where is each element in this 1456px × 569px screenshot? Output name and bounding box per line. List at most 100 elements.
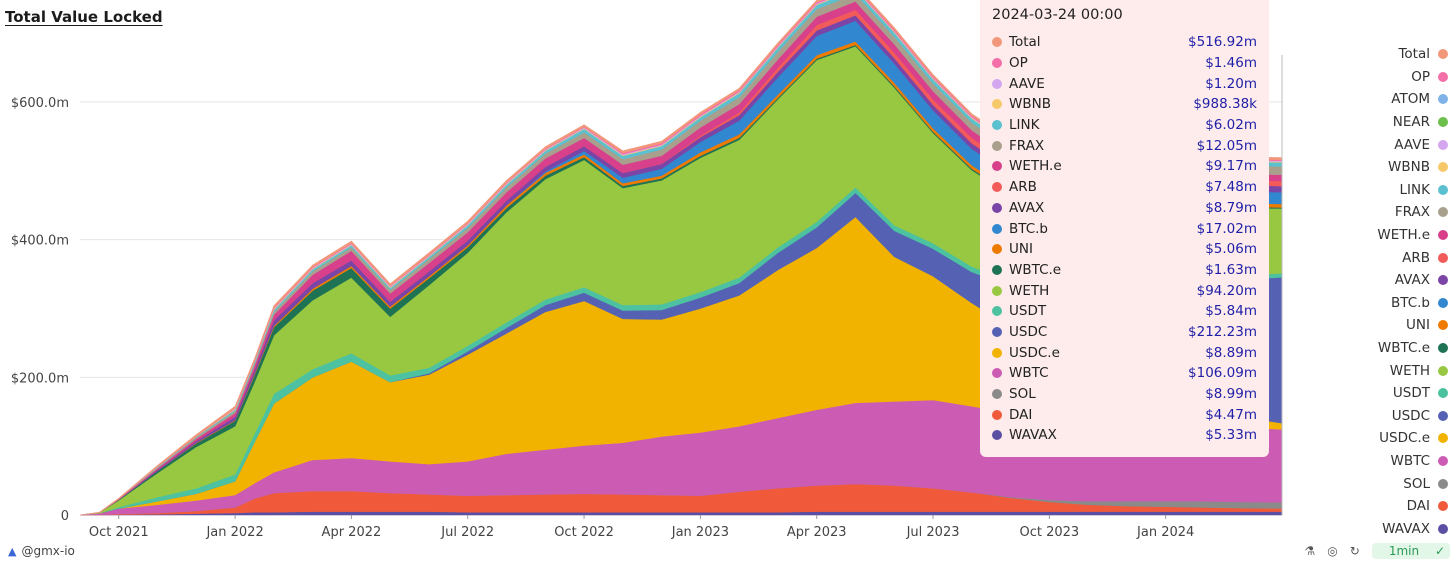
tooltip-row: USDC.e $8.89m [992, 342, 1257, 363]
tooltip-row: LINK $6.02m [992, 115, 1257, 136]
tooltip-row: USDC $212.23m [992, 322, 1257, 343]
legend-item-wbtc[interactable]: WBTC [1328, 450, 1448, 473]
tooltip-date: 2024-03-24 00:00 [992, 7, 1123, 23]
legend-dot-icon [1438, 343, 1448, 354]
x-tick-label: Jan 2023 [671, 525, 729, 540]
legend-item-avax[interactable]: AVAX [1328, 269, 1448, 292]
tooltip-rows: Total $516.92m OP $1.46m AAVE $1.20m WBNB $988.… [992, 32, 1257, 446]
tooltip-row: AVAX $8.79m [992, 198, 1257, 219]
tooltip-series-value: $94.20m [1196, 282, 1257, 299]
legend-item-frax[interactable]: FRAX [1328, 201, 1448, 224]
legend-item-atom[interactable]: ATOM [1328, 88, 1448, 111]
refresh-icon[interactable]: ↻ [1349, 544, 1360, 558]
tooltip-series-name: AAVE [1009, 75, 1045, 92]
tooltip-dot-icon [992, 430, 1002, 441]
legend-item-op[interactable]: OP [1328, 66, 1448, 89]
legend-label: OP [1411, 68, 1430, 85]
tooltip-series-name: USDC [1009, 323, 1048, 340]
tooltip-series-value: $8.99m [1205, 386, 1257, 403]
tooltip-series-name: OP [1009, 55, 1028, 72]
legend-item-usdc-e[interactable]: USDC.e [1328, 427, 1448, 450]
tooltip-series-name: DAI [1009, 406, 1033, 423]
legend-item-link[interactable]: LINK [1328, 179, 1448, 202]
tooltip-series-value: $988.38k [1193, 96, 1257, 113]
legend-label: BTC.b [1390, 294, 1430, 311]
legend-label: WETH.e [1377, 227, 1430, 244]
tooltip-dot-icon [992, 306, 1002, 317]
x-tick-label: Oct 2021 [89, 525, 149, 540]
legend-item-wbtc-e[interactable]: WBTC.e [1328, 337, 1448, 360]
tooltip-series-value: $1.20m [1205, 75, 1257, 92]
legend-label: USDC.e [1379, 430, 1430, 447]
tooltip-row: WBNB $988.38k [992, 94, 1257, 115]
chart-tooltip: 2024-03-24 00:00 Total $516.92m OP $1.46m AA… [980, 0, 1269, 457]
tooltip-row: DAI $4.47m [992, 404, 1257, 425]
tooltip-series-value: $8.79m [1205, 199, 1257, 216]
legend-dot-icon [1438, 455, 1448, 466]
tooltip-dot-icon [992, 223, 1002, 234]
tooltip-dot-icon [992, 78, 1002, 89]
tooltip-series-name: USDT [1009, 303, 1047, 320]
tooltip-series-name: USDC.e [1009, 344, 1060, 361]
flask-icon[interactable]: ⚗ [1304, 544, 1316, 558]
tooltip-series-name: Total [1009, 34, 1041, 51]
chart-title[interactable]: Total Value Locked [5, 8, 163, 26]
legend-label: UNI [1406, 317, 1430, 334]
legend-dot-icon [1438, 478, 1448, 489]
x-tick-label: Jul 2022 [440, 525, 494, 540]
legend-item-arb[interactable]: ARB [1328, 246, 1448, 269]
tooltip-row: AAVE $1.20m [992, 73, 1257, 94]
legend-item-near[interactable]: NEAR [1328, 111, 1448, 134]
legend-item-aave[interactable]: AAVE [1328, 133, 1448, 156]
legend-dot-icon [1438, 184, 1448, 195]
tooltip-series-value: $4.47m [1205, 406, 1257, 423]
refresh-interval-badge[interactable]: 1min ✓ [1371, 543, 1450, 559]
tooltip-dot-icon [992, 264, 1002, 275]
legend-item-dai[interactable]: DAI [1328, 495, 1448, 518]
tooltip-series-name: WBNB [1009, 96, 1051, 113]
legend-item-usdt[interactable]: USDT [1328, 382, 1448, 405]
legend-dot-icon [1438, 207, 1448, 218]
x-tick-label: Jan 2024 [1136, 525, 1194, 540]
legend-item-wbnb[interactable]: WBNB [1328, 156, 1448, 179]
tooltip-dot-icon [992, 389, 1002, 400]
legend-item-wavax[interactable]: WAVAX [1328, 517, 1448, 540]
tooltip-row: Total $516.92m [992, 32, 1257, 53]
tooltip-row: FRAX $12.05m [992, 135, 1257, 156]
legend-item-weth[interactable]: WETH [1328, 359, 1448, 382]
tooltip-series-name: WETH [1009, 282, 1050, 299]
legend-dot-icon [1438, 71, 1448, 82]
tooltip-dot-icon [992, 409, 1002, 420]
tooltip-series-value: $17.02m [1196, 220, 1257, 237]
tooltip-dot-icon [992, 182, 1002, 193]
legend-label: WBTC [1390, 452, 1431, 469]
legend-dot-icon [1438, 275, 1448, 286]
tooltip-row: WBTC.e $1.63m [992, 260, 1257, 281]
camera-icon[interactable]: ◎ [1327, 544, 1338, 558]
legend-item-btc-b[interactable]: BTC.b [1328, 292, 1448, 315]
tooltip-series-name: WBTC.e [1009, 261, 1062, 278]
tooltip-series-value: $7.48m [1205, 179, 1257, 196]
tooltip-series-value: $12.05m [1196, 137, 1257, 154]
legend-label: WAVAX [1382, 520, 1430, 537]
y-tick-label: $600.0m [11, 96, 69, 111]
tooltip-series-name: AVAX [1009, 199, 1045, 216]
legend-item-uni[interactable]: UNI [1328, 314, 1448, 337]
tooltip-dot-icon [992, 244, 1002, 255]
tooltip-series-value: $1.46m [1205, 55, 1257, 72]
legend-dot-icon [1438, 49, 1448, 60]
legend-label: ARB [1402, 249, 1430, 266]
legend-item-weth-e[interactable]: WETH.e [1328, 224, 1448, 247]
tooltip-series-name: WAVAX [1009, 427, 1057, 444]
footer-handle[interactable]: @gmx-io [21, 544, 75, 558]
chart-legend: Total OP ATOM NEAR AAVE WBNB LINK FRAX WETH.e ARB… [1328, 43, 1448, 540]
legend-label: ATOM [1391, 91, 1430, 108]
legend-item-usdc[interactable]: USDC [1328, 405, 1448, 428]
tooltip-row: SOL $8.99m [992, 384, 1257, 405]
legend-item-sol[interactable]: SOL [1328, 472, 1448, 495]
legend-item-total[interactable]: Total [1328, 43, 1448, 66]
tooltip-series-value: $5.06m [1205, 241, 1257, 258]
legend-dot-icon [1438, 230, 1448, 241]
tooltip-row: BTC.b $17.02m [992, 218, 1257, 239]
x-tick-label: Apr 2022 [322, 525, 382, 540]
